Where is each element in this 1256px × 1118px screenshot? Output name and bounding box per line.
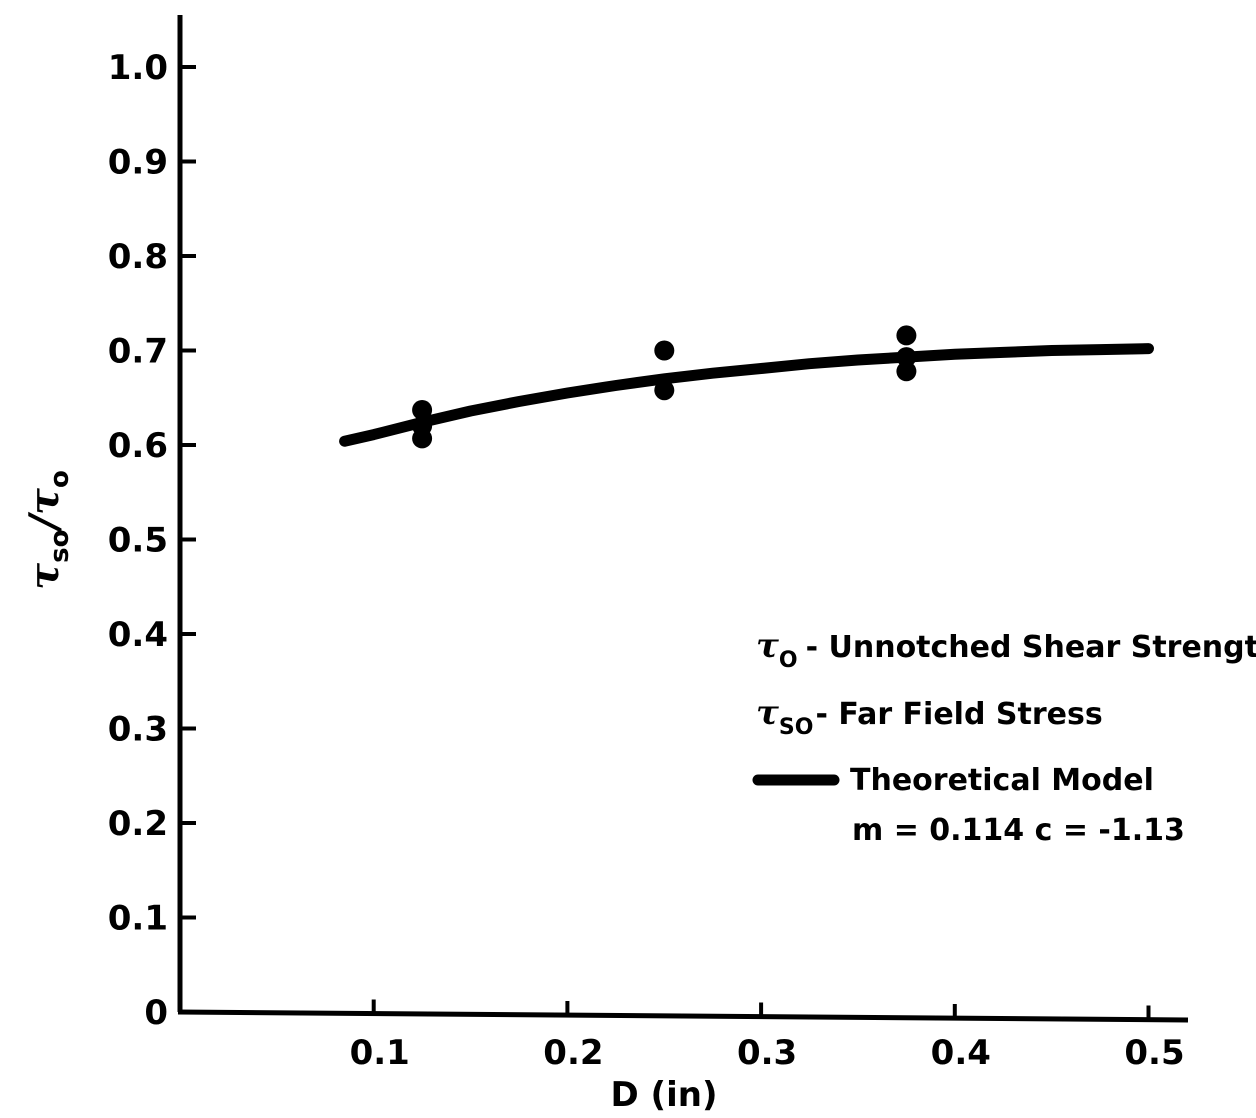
y-tick-label: 0.9 [108,143,168,183]
x-axis [177,1009,1189,1023]
y-tick-label: 0.6 [108,426,168,466]
legend-tau0-symbol: τ [756,626,779,666]
x-tick-label: 0.3 [737,1033,797,1073]
data-point [896,361,917,382]
y-tick-label: 0 [144,993,168,1033]
legend-tau0-text: - Unnotched Shear Strength [806,630,1256,665]
legend: τO - Unnotched Shear Strength τSO- Far Fi… [752,626,1256,848]
y-tick-label: 0.4 [108,615,168,655]
y-title-slash: / [21,512,68,534]
x-axis-title: D (in) [611,1075,718,1115]
y-title-symbol-den: τ [21,488,68,515]
data-point [896,347,917,368]
y-ticks: 0 0.1 0.2 0.3 0.4 0.5 0.6 0.7 0.8 0.9 1.0 [108,48,196,1033]
data-point [412,400,433,420]
y-title-num-sub: so [45,530,75,563]
y-title-den-sub: o [45,470,75,488]
y-tick-label: 0.7 [108,332,168,372]
data-point [654,340,675,361]
legend-tauso-sub: SO [779,715,814,740]
legend-model-params: m = 0.114 c = -1.13 [852,813,1185,848]
legend-model-label: Theoretical Model [850,763,1154,798]
x-tick-label: 0.2 [543,1033,603,1073]
model-line [339,343,1154,447]
y-tick-label: 0.2 [108,804,168,844]
data-point [654,380,675,401]
x-tick-label: 0.1 [350,1033,410,1073]
series-layer [339,325,1154,449]
y-tick-label: 0.8 [108,237,168,277]
legend-tauso-text: - Far Field Stress [815,697,1102,732]
y-tick-label: 0.1 [108,899,168,939]
legend-tauso: τSO- Far Field Stress [756,693,1103,740]
legend-tau0-sub: O [779,648,798,673]
axes [177,15,1189,1023]
x-tick-label: 0.4 [931,1033,991,1073]
legend-tauso-symbol: τ [756,693,779,733]
y-axis-title: τso/τo [21,470,75,590]
data-point [412,428,433,449]
x-ticks: 0.1 0.2 0.3 0.4 0.5 [350,999,1185,1073]
x-tick-label: 0.5 [1124,1033,1184,1073]
y-tick-label: 0.3 [108,710,168,750]
y-tick-label: 0.5 [108,521,168,561]
y-tick-label: 1.0 [108,48,168,88]
svg-text:τso/τo: τso/τo [21,470,75,590]
data-point [896,325,917,346]
legend-tau0: τO - Unnotched Shear Strength [756,626,1256,673]
y-title-symbol: τ [21,563,68,590]
